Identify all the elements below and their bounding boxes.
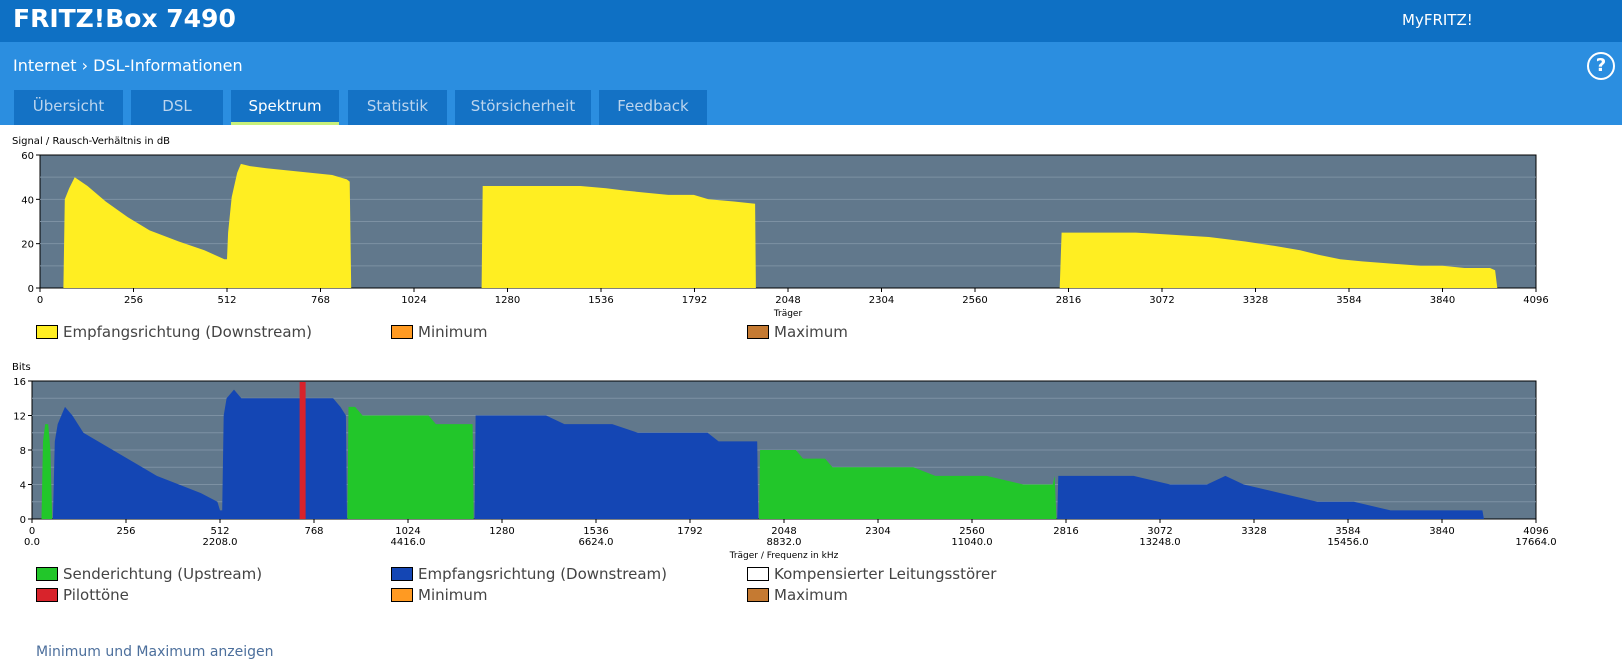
frequency-tick-label: 13248.0 [1139,537,1180,548]
x-tick-label: 3584 [1335,526,1360,537]
y-tick-label: 20 [21,240,34,251]
x-tick-label: 3072 [1147,526,1172,537]
brand-title: FRITZ!Box 7490 [13,4,236,33]
legend-swatch [747,588,769,602]
x-axis-label: Träger / Frequenz in kHz [729,551,839,561]
x-tick-label: 256 [124,295,143,306]
pilot-tone-bar [299,382,306,519]
x-tick-label: 0 [29,526,35,537]
x-tick-label: 768 [304,526,323,537]
x-tick-label: 512 [210,526,229,537]
frequency-tick-label: 11040.0 [951,537,992,548]
breadcrumb-dsl-informationen: DSL-Informationen [93,56,243,75]
x-tick-label: 1536 [588,295,613,306]
y-tick-label: 12 [13,412,26,423]
legend-swatch [391,588,413,602]
frequency-tick-label: 6624.0 [579,537,614,548]
legend-swatch [36,567,58,581]
legend-swatch [36,325,58,339]
x-tick-label: 1792 [677,526,702,537]
x-tick-label: 1280 [495,295,520,306]
legend-swatch [747,325,769,339]
series-area [481,186,756,288]
tab-dsl[interactable]: DSL [131,90,223,125]
frequency-tick-label: 15456.0 [1327,537,1368,548]
frequency-tick-label: 8832.0 [767,537,802,548]
x-tick-label: 768 [311,295,330,306]
snr-chart: 0 20 40 60 0 256 512 768 1024 1280 1536 1792 2048 230… [21,151,1548,319]
x-tick-label: 1024 [401,295,426,306]
frequency-tick-label: 0.0 [24,537,40,548]
series-area [347,406,474,519]
x-tick-label: 2048 [775,295,800,306]
tab-feedback[interactable]: Feedback [599,90,707,125]
y-tick-label: 8 [20,446,26,457]
y-tick-label: 16 [13,377,26,388]
series-area [1059,232,1498,288]
x-tick-label: 3840 [1429,526,1454,537]
series-area [52,389,348,519]
frequency-tick-label: 4416.0 [391,537,426,548]
x-tick-label: 1024 [395,526,420,537]
help-icon[interactable]: ? [1587,52,1615,80]
legend-swatch [36,588,58,602]
x-tick-label: 4096 [1523,295,1548,306]
breadcrumb-internet[interactable]: Internet [13,56,77,75]
x-tick-label: 3328 [1243,295,1268,306]
series-area [474,415,759,519]
x-tick-label: 2816 [1053,526,1078,537]
x-tick-label: 1536 [583,526,608,537]
y-tick-label: 0 [20,515,26,526]
y-tick-label: 4 [20,481,26,492]
x-tick-label: 2560 [962,295,987,306]
top-header: FRITZ!Box 7490 MyFRITZ! [0,0,1622,42]
legend-swatch [747,567,769,581]
x-tick-label: 3840 [1430,295,1455,306]
breadcrumb: Internet › DSL-Informationen [13,56,243,75]
tab-statistik[interactable]: Statistik [348,90,447,125]
y-tick-label: 0 [28,284,34,295]
snr-chart-ylabel: Signal / Rausch-Verhältnis in dB [12,136,171,147]
x-tick-label: 2304 [865,526,890,537]
x-tick-label: 2560 [959,526,984,537]
x-tick-label: 3584 [1336,295,1361,306]
x-axis-label: Träger [773,309,803,319]
x-tick-label: 4096 [1523,526,1548,537]
series-area [63,163,352,288]
legend-swatch [391,325,413,339]
y-tick-label: 60 [21,151,34,162]
chevron-right-icon: › [81,56,89,75]
x-tick-label: 256 [116,526,135,537]
x-tick-label: 2304 [869,295,894,306]
x-tick-label: 512 [217,295,236,306]
frequency-tick-label: 17664.0 [1515,537,1556,548]
y-tick-label: 40 [21,195,34,206]
series-area [759,450,1057,519]
x-tick-label: 1280 [489,526,514,537]
bits-chart-ylabel: Bits [12,362,31,373]
myfritz-link[interactable]: MyFRITZ! [1402,11,1473,29]
x-tick-label: 1792 [682,295,707,306]
x-tick-label: 2816 [1056,295,1081,306]
frequency-tick-label: 2208.0 [203,537,238,548]
show-minmax-link[interactable]: Minimum und Maximum anzeigen [36,644,274,660]
sub-header: Internet › DSL-Informationen ? Übersicht… [0,42,1622,125]
legend-swatch [391,567,413,581]
tab-spektrum[interactable]: Spektrum [231,90,339,125]
tab-uebersicht[interactable]: Übersicht [14,90,123,125]
x-tick-label: 3072 [1149,295,1174,306]
x-tick-label: 3328 [1241,526,1266,537]
x-tick-label: 2048 [771,526,796,537]
tab-stoersicherheit[interactable]: Störsicherheit [455,90,591,125]
bits-chart: 0 4 8 12 16 0 256 512 768 1024 1280 1536 1792 2048 230… [13,377,1556,561]
x-tick-label: 0 [37,295,43,306]
series-area [1057,475,1484,519]
series-area [41,424,53,519]
